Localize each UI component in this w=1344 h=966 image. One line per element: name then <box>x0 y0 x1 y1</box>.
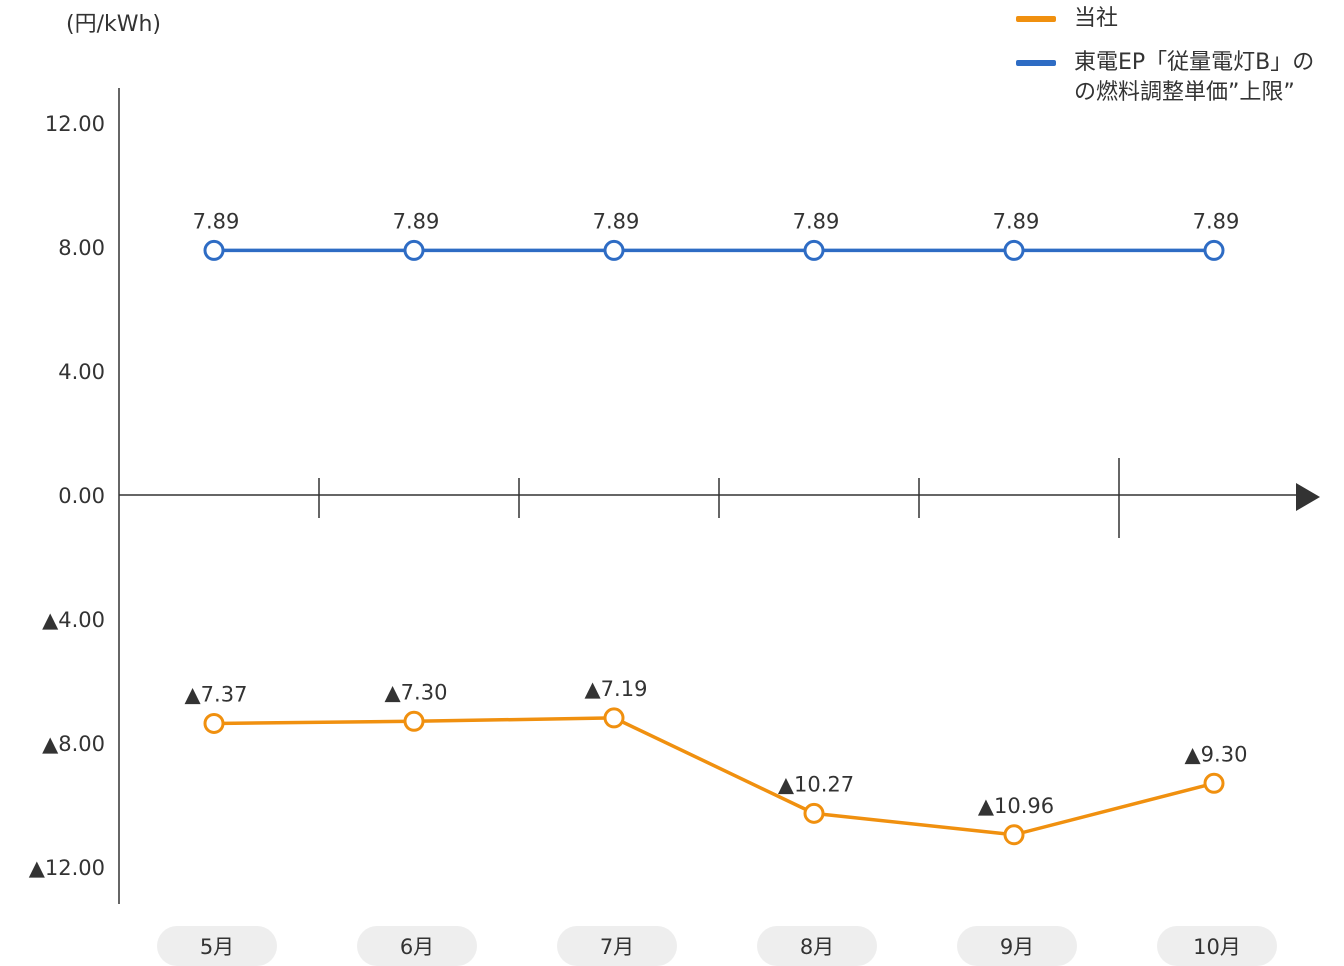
legend-label: 東電EP「従量電灯B」の の燃料調整単価”上限” <box>1074 50 1315 105</box>
data-label: ▲7.19 <box>585 677 648 701</box>
data-label: ▲7.30 <box>385 680 448 704</box>
legend-item-tepco: 東電EP「従量電灯B」の の燃料調整単価”上限” <box>1016 48 1336 108</box>
data-label: ▲10.27 <box>778 772 854 796</box>
data-label: ▲7.37 <box>185 682 248 706</box>
data-point <box>1003 824 1025 846</box>
legend-swatch-orange <box>1016 16 1056 22</box>
series-line <box>213 716 1215 837</box>
data-point <box>403 239 425 261</box>
y-tick-label: 0.00 <box>58 484 105 508</box>
x-category-label: 10月 <box>1157 926 1277 966</box>
legend: 当社 東電EP「従量電灯B」の の燃料調整単価”上限” <box>1016 4 1336 122</box>
data-label: ▲9.30 <box>1185 742 1248 766</box>
data-point <box>203 239 225 261</box>
y-tick-label: 4.00 <box>58 360 105 384</box>
data-point <box>603 707 625 729</box>
legend-swatch-blue <box>1016 60 1056 66</box>
x-category-label: 8月 <box>757 926 877 966</box>
y-tick-label: ▲8.00 <box>42 732 105 756</box>
data-point <box>1203 772 1225 794</box>
data-point <box>603 239 625 261</box>
y-tick-label: ▲12.00 <box>29 856 105 880</box>
y-tick-label: 8.00 <box>58 236 105 260</box>
data-point <box>1003 239 1025 261</box>
data-label: 7.89 <box>993 209 1040 233</box>
data-label: 7.89 <box>793 209 840 233</box>
data-label: 7.89 <box>193 209 240 233</box>
legend-label: 当社 <box>1074 6 1119 31</box>
data-point <box>403 710 425 732</box>
y-tick-label: ▲4.00 <box>42 608 105 632</box>
data-label: 7.89 <box>1193 209 1240 233</box>
data-point <box>803 239 825 261</box>
x-category-label: 7月 <box>557 926 677 966</box>
x-category-label: 9月 <box>957 926 1077 966</box>
x-axis-arrow <box>1296 483 1320 511</box>
y-axis-unit-label: (円/kWh) <box>66 12 162 37</box>
data-label: 7.89 <box>393 209 440 233</box>
data-point <box>1203 239 1225 261</box>
data-label: 7.89 <box>593 209 640 233</box>
x-category-label: 5月 <box>157 926 277 966</box>
y-tick-label: 12.00 <box>45 112 105 136</box>
data-point <box>803 802 825 824</box>
data-label: ▲10.96 <box>978 794 1054 818</box>
legend-item-company: 当社 <box>1016 4 1336 34</box>
x-category-label: 6月 <box>357 926 477 966</box>
data-point <box>203 712 225 734</box>
